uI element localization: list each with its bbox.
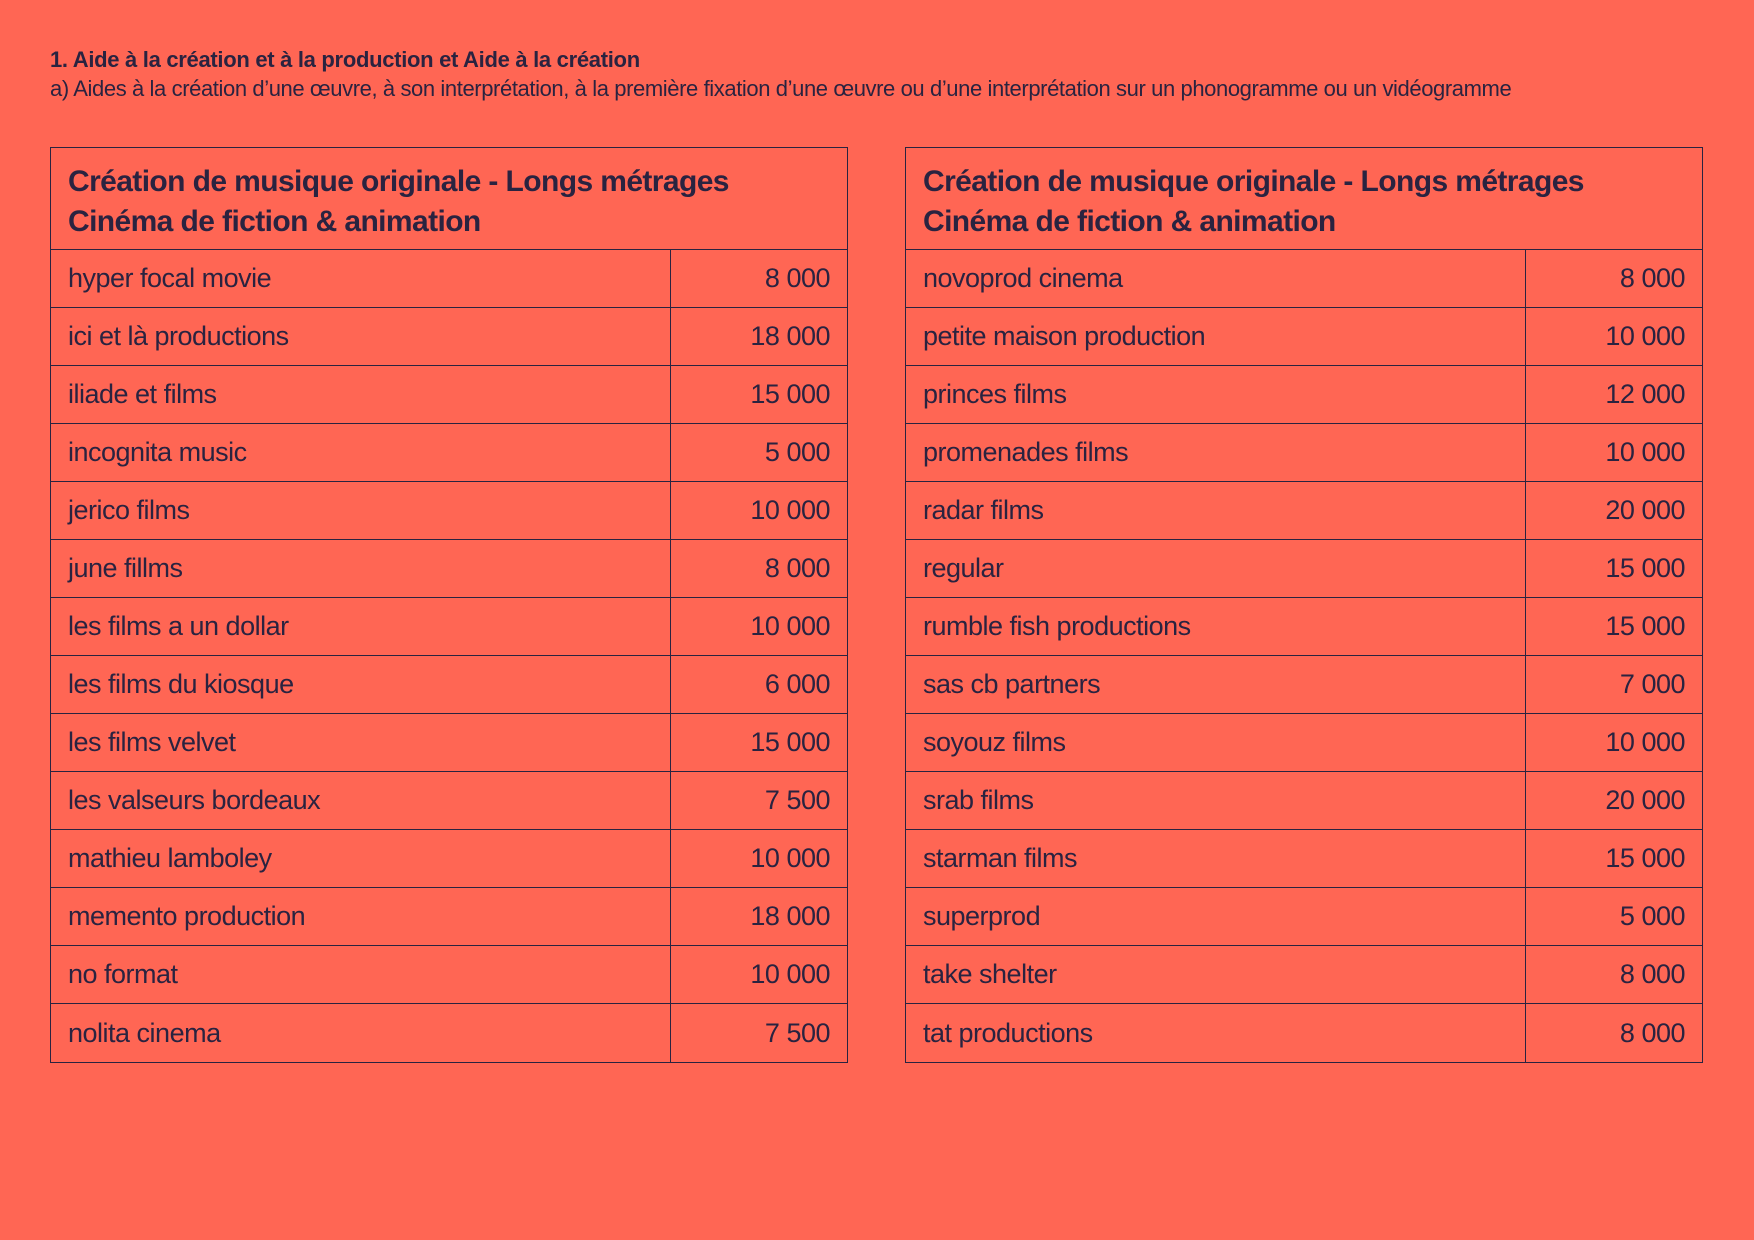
company-name-cell: rumble fish productions [906,598,1526,655]
amount-cell: 10 000 [750,843,830,873]
company-name-cell: incognita music [51,424,671,481]
table-row: novoprod cinema 8 000 [906,250,1702,308]
table-row: les valseurs bordeaux 7 500 [51,772,847,830]
amount-cell: 8 000 [1619,1017,1686,1048]
table-row: srab films 20 000 [906,772,1702,830]
table-row: jerico films 10 000 [51,482,847,540]
amount-cell: 8 000 [1619,959,1686,989]
table-row: june fillms 8 000 [51,540,847,598]
section-subtitle: a) Aides à la création d’une œuvre, à so… [50,76,1512,101]
table-title: Création de musique originale - Longs mé… [51,148,847,250]
company-name-cell: les films velvet [51,714,671,771]
table-row: petite maison production 10 000 [906,308,1702,366]
table-row: radar films 20 000 [906,482,1702,540]
amount-cell: 7 000 [1619,669,1686,699]
grants-table-right: Création de musique originale - Longs mé… [905,147,1703,1063]
amount-cell: 15 000 [750,727,830,757]
company-name-cell: nolita cinema [51,1004,671,1062]
table-body: hyper focal movie 8 000 ici et là producti… [51,250,847,1062]
table-row: take shelter 8 000 [906,946,1702,1004]
table-title-line2: Cinéma de fiction & animation [68,205,481,238]
table-row: promenades films 10 000 [906,424,1702,482]
section-title: 1. Aide à la création et à la production… [50,47,640,72]
company-name-cell: superprod [906,888,1526,945]
table-row: sas cb partners 7 000 [906,656,1702,714]
table-row: les films velvet 15 000 [51,714,847,772]
table-row: ici et là productions 18 000 [51,308,847,366]
company-name-cell: radar films [906,482,1526,539]
amount-cell: 5 000 [764,437,831,467]
table-row: les films du kiosque 6 000 [51,656,847,714]
amount-cell: 18 000 [750,901,830,931]
table-row: starman films 15 000 [906,830,1702,888]
amount-cell: 6 000 [764,669,831,699]
table-row: incognita music 5 000 [51,424,847,482]
table-title-line1: Création de musique originale - Longs mé… [923,165,1584,198]
table-row: mathieu lamboley 10 000 [51,830,847,888]
amount-cell: 18 000 [750,321,830,351]
table-row: nolita cinema 7 500 [51,1004,847,1062]
amount-cell: 20 000 [1605,785,1685,815]
table-row: regular 15 000 [906,540,1702,598]
table-row: soyouz films 10 000 [906,714,1702,772]
company-name-cell: hyper focal movie [51,250,671,307]
table-title-line2: Cinéma de fiction & animation [923,205,1336,238]
amount-cell: 15 000 [1605,611,1685,641]
amount-cell: 5 000 [1619,901,1686,931]
company-name-cell: les films du kiosque [51,656,671,713]
company-name-cell: les films a un dollar [51,598,671,655]
company-name-cell: petite maison production [906,308,1526,365]
table-row: rumble fish productions 15 000 [906,598,1702,656]
company-name-cell: sas cb partners [906,656,1526,713]
amount-cell: 15 000 [1605,553,1685,583]
company-name-cell: novoprod cinema [906,250,1526,307]
company-name-cell: starman films [906,830,1526,887]
table-body: novoprod cinema 8 000 petite maison produc… [906,250,1702,1062]
amount-cell: 8 000 [764,553,831,583]
amount-cell: 20 000 [1605,495,1685,525]
company-name-cell: ici et là productions [51,308,671,365]
section-header: 1. Aide à la création et à la production… [50,46,1710,104]
table-title: Création de musique originale - Longs mé… [906,148,1702,250]
amount-cell: 10 000 [750,959,830,989]
company-name-cell: les valseurs bordeaux [51,772,671,829]
amount-cell: 12 000 [1605,379,1685,409]
company-name-cell: promenades films [906,424,1526,481]
grants-table-left: Création de musique originale - Longs mé… [50,147,848,1063]
amount-cell: 10 000 [750,611,830,641]
table-row: no format 10 000 [51,946,847,1004]
amount-cell: 10 000 [1605,727,1685,757]
table-row: tat productions 8 000 [906,1004,1702,1062]
company-name-cell: soyouz films [906,714,1526,771]
amount-cell: 8 000 [764,263,831,293]
amount-cell: 8 000 [1619,263,1686,293]
company-name-cell: no format [51,946,671,1003]
company-name-cell: mathieu lamboley [51,830,671,887]
table-row: les films a un dollar 10 000 [51,598,847,656]
table-title-line1: Création de musique originale - Longs mé… [68,165,729,198]
table-row: iliade et films 15 000 [51,366,847,424]
company-name-cell: take shelter [906,946,1526,1003]
company-name-cell: memento production [51,888,671,945]
amount-cell: 10 000 [1605,437,1685,467]
amount-cell: 7 500 [764,1017,831,1048]
amount-cell: 10 000 [1605,321,1685,351]
company-name-cell: princes films [906,366,1526,423]
table-row: memento production 18 000 [51,888,847,946]
amount-cell: 7 500 [764,785,831,815]
company-name-cell: iliade et films [51,366,671,423]
table-row: superprod 5 000 [906,888,1702,946]
company-name-cell: jerico films [51,482,671,539]
amount-cell: 15 000 [750,379,830,409]
table-row: princes films 12 000 [906,366,1702,424]
company-name-cell: june fillms [51,540,671,597]
company-name-cell: regular [906,540,1526,597]
amount-cell: 10 000 [750,495,830,525]
company-name-cell: srab films [906,772,1526,829]
company-name-cell: tat productions [906,1004,1526,1062]
amount-cell: 15 000 [1605,843,1685,873]
table-row: hyper focal movie 8 000 [51,250,847,308]
